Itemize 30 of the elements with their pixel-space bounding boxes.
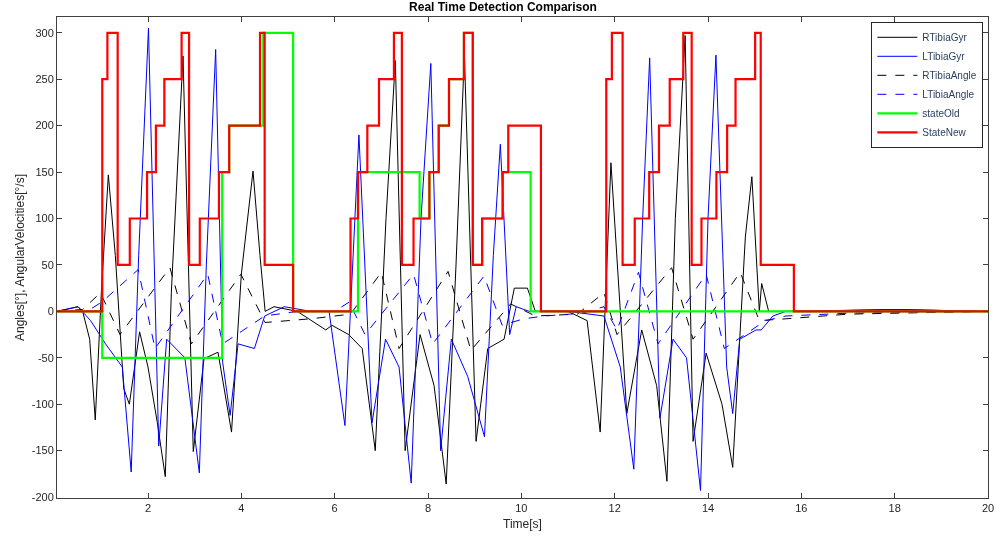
y-tick-label: -50 [37,351,54,364]
x-tick-label: 2 [144,502,152,515]
legend-label: RTibiaAngle [922,70,977,82]
x-tick-label: 10 [515,502,528,515]
x-tick-label: 18 [888,502,901,515]
x-tick-label: 8 [424,502,432,515]
y-tick-label: 300 [35,26,54,39]
x-tick-label: 4 [238,502,245,515]
x-tick-label: 14 [701,502,715,515]
x-axis-title: Time[s] [503,517,542,532]
y-tick-label: 50 [41,258,54,271]
y-tick-label: 200 [35,119,54,132]
legend-label: LTibiaAngle [922,89,975,101]
legend-label: StateNew [922,127,967,139]
x-tick-label: 12 [608,502,621,515]
y-tick-label: -150 [31,444,54,457]
y-tick-label: 100 [35,212,54,225]
x-tick-label: 16 [795,502,808,515]
y-tick-label: 250 [35,73,54,86]
x-tick-label: 6 [331,502,338,515]
legend-label: LTibiaGyr [922,51,966,63]
y-tick-label: 0 [47,305,54,318]
y-axis-title: Angles[°], AngularVelocities[°/s] [13,173,28,342]
y-tick-label: -100 [31,398,54,411]
legend-label: stateOld [922,108,960,120]
y-tick-label: 150 [35,165,54,178]
y-tick-label: -200 [31,490,54,503]
legend-label: RTibiaGyr [922,32,968,44]
chart-title: Real Time Detection Comparison [409,0,597,15]
x-tick-label: 20 [981,502,995,515]
